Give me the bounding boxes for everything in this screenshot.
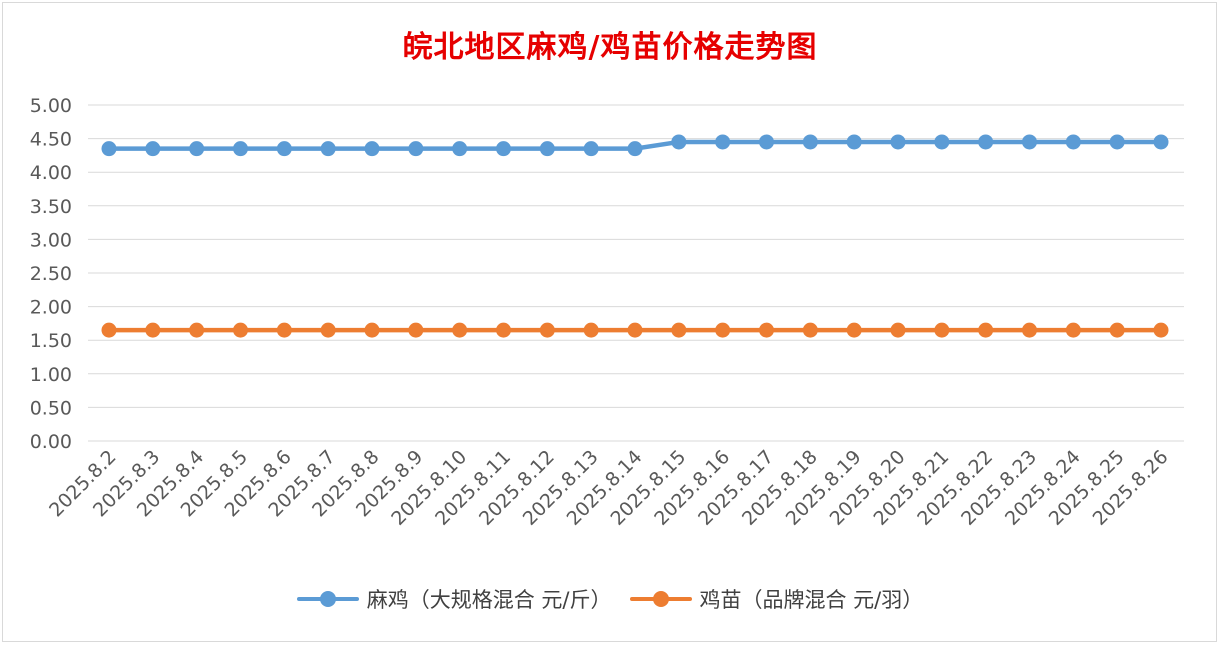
data-point-series-2[interactable]: [539, 322, 555, 338]
series-lines: [101, 134, 1169, 338]
data-point-series-2[interactable]: [978, 322, 994, 338]
data-point-series-1[interactable]: [408, 141, 424, 157]
chart-legend: 麻鸡（大规格混合 元/斤） 鸡苗（品牌混合 元/羽）: [0, 584, 1220, 614]
data-point-series-1[interactable]: [276, 141, 292, 157]
data-point-series-2[interactable]: [627, 322, 643, 338]
legend-marker-series-2: [629, 590, 692, 608]
data-point-series-2[interactable]: [496, 322, 511, 338]
data-point-series-1[interactable]: [320, 141, 336, 157]
y-tick-label: 0.00: [30, 431, 72, 453]
data-point-series-2[interactable]: [759, 322, 774, 338]
y-axis-ticks: 0.00 0.50 1.00 1.50 2.00 2.50 3.00 3.50 4.00 4.50…: [30, 95, 72, 453]
y-tick-label: 3.00: [30, 229, 72, 251]
y-tick-label: 3.50: [30, 196, 72, 218]
data-point-series-2[interactable]: [189, 322, 205, 338]
data-point-series-1[interactable]: [978, 134, 994, 150]
data-point-series-2[interactable]: [320, 322, 336, 338]
data-point-series-2[interactable]: [408, 322, 424, 338]
data-point-series-1[interactable]: [452, 141, 468, 157]
data-point-series-1[interactable]: [1153, 134, 1169, 150]
data-point-series-1[interactable]: [627, 141, 643, 157]
y-tick-label: 1.00: [30, 364, 72, 386]
data-point-series-1[interactable]: [101, 141, 117, 157]
data-point-series-2[interactable]: [1109, 322, 1125, 338]
legend-marker-series-1: [296, 590, 359, 608]
data-point-series-1[interactable]: [1109, 134, 1125, 150]
data-point-series-2[interactable]: [583, 322, 599, 338]
data-point-series-1[interactable]: [496, 141, 511, 157]
grid-lines: [88, 104, 1184, 442]
data-point-series-2[interactable]: [452, 322, 468, 338]
data-point-series-1[interactable]: [802, 134, 818, 150]
data-point-series-1[interactable]: [1065, 134, 1081, 150]
legend-item-series-2[interactable]: 鸡苗（品牌混合 元/羽）: [629, 584, 924, 614]
data-point-series-2[interactable]: [715, 322, 731, 338]
data-point-series-1[interactable]: [715, 134, 731, 150]
data-point-series-1[interactable]: [759, 134, 774, 150]
y-tick-label: 1.50: [30, 330, 72, 352]
data-point-series-1[interactable]: [364, 141, 380, 157]
legend-label-series-1: 麻鸡（大规格混合 元/斤）: [366, 588, 612, 612]
legend-label-series-2: 鸡苗（品牌混合 元/羽）: [699, 588, 924, 612]
data-point-series-1[interactable]: [1022, 134, 1037, 150]
data-point-series-2[interactable]: [802, 322, 818, 338]
data-point-series-2[interactable]: [846, 322, 862, 338]
y-tick-label: 2.00: [30, 297, 72, 319]
data-point-series-2[interactable]: [934, 322, 950, 338]
data-point-series-2[interactable]: [233, 322, 248, 338]
data-point-series-2[interactable]: [145, 322, 161, 338]
data-point-series-1[interactable]: [846, 134, 862, 150]
data-point-series-2[interactable]: [671, 322, 687, 338]
y-tick-label: 4.00: [30, 162, 72, 184]
legend-item-series-1[interactable]: 麻鸡（大规格混合 元/斤）: [296, 584, 612, 614]
data-point-series-2[interactable]: [1022, 322, 1037, 338]
data-point-series-1[interactable]: [233, 141, 248, 157]
data-point-series-1[interactable]: [189, 141, 205, 157]
y-tick-label: 5.00: [30, 95, 72, 117]
data-point-series-2[interactable]: [1153, 322, 1169, 338]
data-point-series-1[interactable]: [145, 141, 161, 157]
data-point-series-1[interactable]: [583, 141, 599, 157]
y-tick-label: 0.50: [30, 397, 72, 419]
data-point-series-2[interactable]: [101, 322, 117, 338]
y-tick-label: 4.50: [30, 129, 72, 151]
y-tick-label: 2.50: [30, 263, 72, 285]
data-point-series-2[interactable]: [276, 322, 292, 338]
data-point-series-1[interactable]: [671, 134, 687, 150]
data-point-series-1[interactable]: [890, 134, 906, 150]
chart-title: 皖北地区麻鸡/鸡苗价格走势图: [402, 30, 818, 65]
data-point-series-2[interactable]: [890, 322, 906, 338]
x-axis-ticks: 2025.8.22025.8.32025.8.42025.8.52025.8.6…: [45, 446, 1172, 530]
data-point-series-1[interactable]: [539, 141, 555, 157]
data-point-series-1[interactable]: [934, 134, 950, 150]
data-point-series-2[interactable]: [364, 322, 380, 338]
data-point-series-2[interactable]: [1065, 322, 1081, 338]
